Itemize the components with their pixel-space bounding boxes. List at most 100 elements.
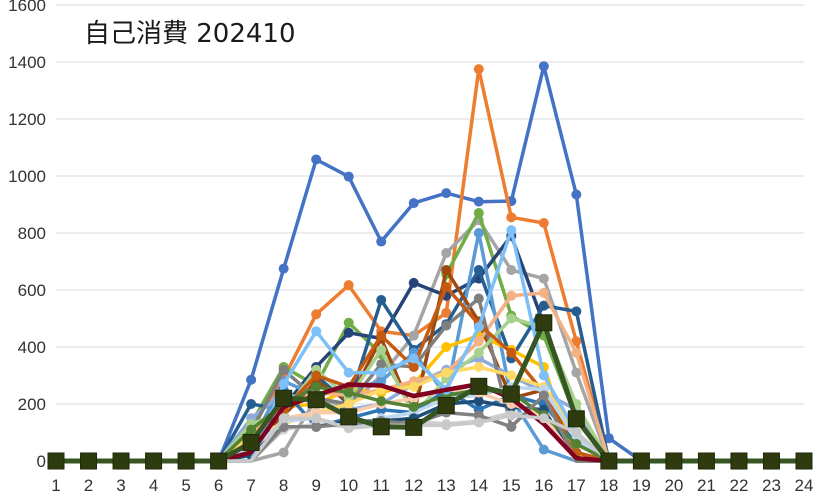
data-point — [408, 361, 419, 372]
data-point — [538, 287, 549, 298]
data-point — [571, 189, 582, 200]
data-point — [343, 367, 354, 378]
data-point — [408, 401, 419, 412]
data-point — [506, 212, 517, 223]
data-point — [112, 452, 130, 470]
data-point — [441, 188, 452, 199]
data-point — [535, 314, 553, 332]
data-point — [473, 208, 484, 219]
data-point — [405, 418, 423, 436]
data-point — [600, 452, 618, 470]
data-point — [408, 330, 419, 341]
data-point — [473, 196, 484, 207]
x-tick-label: 3 — [116, 476, 125, 495]
x-tick-label: 4 — [149, 476, 158, 495]
data-point — [47, 452, 65, 470]
data-point — [506, 370, 517, 381]
data-point — [441, 265, 452, 276]
y-tick-label: 600 — [18, 281, 46, 300]
data-point — [506, 225, 517, 236]
data-point — [441, 342, 452, 352]
data-point — [376, 367, 387, 378]
x-tick-label: 16 — [534, 476, 553, 495]
x-tick-label: 12 — [404, 476, 423, 495]
data-point — [246, 374, 257, 385]
data-point — [473, 361, 484, 372]
data-point — [311, 413, 322, 424]
data-point — [311, 421, 322, 432]
data-point — [311, 326, 322, 337]
data-point — [376, 330, 387, 341]
data-point — [441, 320, 452, 331]
x-tick-label: 15 — [502, 476, 521, 495]
data-point — [730, 452, 748, 470]
y-tick-label: 0 — [37, 452, 46, 471]
data-point — [307, 391, 325, 409]
data-point — [506, 421, 517, 432]
data-point — [538, 413, 549, 424]
chart-title: 自己消費 202410 — [84, 19, 296, 49]
data-point — [473, 417, 484, 428]
data-point — [311, 309, 322, 320]
series-layer — [47, 61, 813, 470]
x-tick-label: 11 — [372, 476, 390, 495]
data-point — [538, 61, 549, 72]
data-point — [441, 420, 452, 431]
y-tick-label: 400 — [18, 338, 46, 357]
data-point — [538, 218, 549, 229]
data-point — [441, 367, 452, 378]
data-point — [571, 336, 582, 347]
data-point — [571, 347, 582, 358]
data-point — [376, 294, 387, 305]
data-point — [278, 379, 289, 390]
data-point — [177, 452, 195, 470]
data-point — [340, 408, 358, 426]
data-point — [278, 447, 289, 458]
x-tick-label: 8 — [279, 476, 288, 495]
data-point — [311, 154, 322, 165]
data-point — [571, 427, 582, 438]
data-point — [376, 396, 387, 407]
data-point — [372, 418, 390, 436]
x-tick-label: 6 — [214, 476, 223, 495]
data-point — [473, 396, 484, 407]
x-tick-label: 20 — [664, 476, 683, 495]
data-point — [145, 452, 163, 470]
x-tick-label: 21 — [697, 476, 716, 495]
data-point — [762, 452, 780, 470]
data-point — [441, 307, 452, 318]
data-point — [473, 64, 484, 75]
data-point — [571, 438, 582, 449]
x-tick-label: 22 — [729, 476, 748, 495]
x-tick-label: 18 — [599, 476, 618, 495]
data-point — [311, 381, 322, 392]
series-line — [56, 291, 804, 463]
x-tick-label: 1 — [51, 476, 60, 495]
data-point — [473, 347, 484, 358]
data-point — [343, 423, 354, 434]
x-tick-label: 14 — [469, 476, 488, 495]
data-point — [538, 273, 549, 284]
data-point — [278, 364, 289, 375]
data-point — [538, 390, 549, 401]
x-tick-label: 17 — [567, 476, 586, 495]
x-tick-label: 13 — [437, 476, 456, 495]
y-tick-label: 800 — [18, 224, 46, 243]
data-point — [538, 444, 549, 455]
data-point — [343, 171, 354, 182]
data-point — [343, 327, 354, 338]
data-point — [697, 452, 715, 470]
data-point — [376, 344, 387, 355]
data-point — [571, 367, 582, 378]
data-point — [343, 387, 354, 398]
series-26 — [47, 314, 813, 470]
x-tick-label: 24 — [795, 476, 814, 495]
data-point — [506, 410, 517, 421]
data-point — [343, 399, 354, 409]
data-point — [665, 452, 683, 470]
data-point — [441, 247, 452, 258]
y-tick-label: 1200 — [8, 110, 46, 129]
x-tick-label: 10 — [339, 476, 358, 495]
data-point — [80, 452, 98, 470]
data-point — [502, 385, 520, 403]
